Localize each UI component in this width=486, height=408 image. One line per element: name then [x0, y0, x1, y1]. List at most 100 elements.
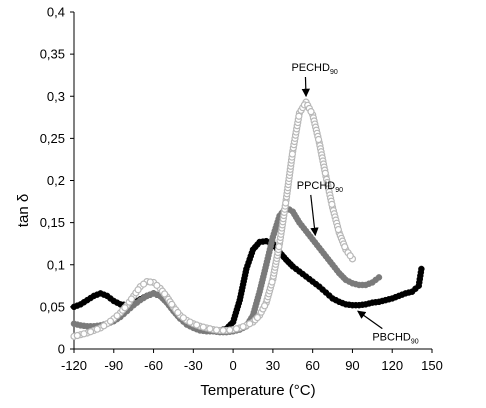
data-marker	[127, 295, 136, 303]
y-tick-label: 0,05	[40, 299, 65, 314]
data-marker	[93, 291, 101, 298]
data-marker	[161, 290, 169, 298]
x-tick-label: 150	[421, 358, 443, 373]
y-tick-label: 0,35	[40, 47, 65, 62]
data-marker	[87, 294, 94, 302]
annotation-arrow	[357, 310, 383, 330]
data-marker	[146, 291, 154, 298]
x-tick-label: 30	[266, 358, 280, 373]
y-tick-label: 0	[58, 342, 65, 357]
data-marker	[385, 296, 393, 303]
data-marker	[262, 264, 269, 271]
data-marker	[359, 281, 366, 289]
data-marker	[325, 292, 333, 299]
data-marker	[288, 150, 296, 158]
data-marker	[121, 304, 129, 312]
data-marker	[86, 328, 95, 336]
data-marker	[179, 314, 187, 322]
data-marker	[372, 276, 379, 284]
data-marker	[226, 326, 234, 334]
data-marker	[134, 286, 142, 294]
data-marker	[280, 253, 288, 261]
data-marker	[405, 289, 413, 296]
data-marker	[146, 278, 154, 286]
data-marker	[333, 267, 341, 274]
data-marker	[133, 299, 141, 306]
annotation-label: PECHD90	[291, 62, 337, 76]
data-marker	[113, 299, 121, 306]
data-marker	[345, 278, 353, 285]
data-marker	[74, 321, 81, 328]
data-marker	[232, 325, 241, 333]
annotation-arrow	[301, 76, 311, 98]
data-marker	[365, 280, 373, 287]
x-tick-label: 120	[381, 358, 403, 373]
data-marker	[392, 293, 399, 301]
data-marker	[372, 298, 379, 306]
x-tick-label: -90	[104, 358, 123, 373]
data-marker	[320, 250, 327, 257]
data-marker	[299, 270, 306, 278]
data-marker	[174, 308, 182, 317]
data-marker	[186, 318, 194, 326]
data-marker	[339, 299, 346, 307]
annotation-label: PPCHD90	[297, 180, 343, 194]
data-marker	[294, 216, 301, 224]
data-marker	[100, 322, 108, 330]
data-marker	[379, 297, 386, 305]
data-marker	[80, 298, 88, 306]
x-tick-label: 0	[229, 358, 236, 373]
data-marker	[140, 294, 147, 302]
data-marker	[74, 302, 81, 309]
data-marker	[246, 320, 254, 328]
data-marker	[248, 249, 256, 257]
data-marker	[287, 260, 294, 268]
y-tick-label: 0,4	[47, 5, 65, 20]
data-marker	[398, 291, 406, 298]
x-axis-ticks: -120 -90 -60 -30 0 30 60 90 120 150	[61, 349, 443, 373]
data-marker	[100, 291, 108, 298]
data-marker	[80, 330, 88, 338]
data-marker	[212, 326, 221, 334]
data-marker	[239, 323, 247, 331]
data-marker	[328, 200, 336, 208]
data-marker	[153, 281, 161, 289]
data-marker	[417, 269, 425, 276]
data-marker	[312, 280, 320, 288]
data-marker	[113, 312, 121, 320]
data-marker	[332, 296, 340, 304]
data-marker	[259, 238, 267, 245]
data-marker	[321, 169, 329, 177]
y-tick-label: 0,3	[47, 89, 65, 104]
data-marker	[307, 233, 314, 240]
data-marker	[219, 326, 227, 335]
data-marker	[314, 135, 323, 144]
data-marker	[106, 317, 115, 325]
x-tick-label: 60	[305, 358, 319, 373]
data-marker	[140, 280, 148, 288]
data-marker	[153, 291, 161, 298]
x-tick-label: 90	[345, 358, 359, 373]
data-marker	[73, 331, 81, 340]
data-marker	[334, 225, 342, 234]
data-marker	[300, 224, 308, 232]
data-marker	[313, 241, 321, 249]
data-marker	[352, 301, 360, 309]
y-tick-label: 0,15	[40, 215, 65, 230]
data-marker	[254, 241, 261, 248]
data-marker	[282, 199, 290, 207]
data-marker	[268, 236, 276, 244]
y-tick-label: 0,25	[40, 131, 65, 146]
data-marker	[261, 302, 269, 310]
annotations-layer: PECHD90 PPCHD90 PBCHD90	[291, 62, 418, 346]
data-marker	[107, 295, 114, 302]
y-tick-label: 0,2	[47, 173, 65, 188]
x-tick-label: -60	[144, 358, 163, 373]
data-marker	[235, 300, 243, 307]
data-marker	[341, 243, 349, 251]
data-marker	[206, 325, 214, 333]
data-marker	[319, 286, 326, 293]
series-PECHD90	[70, 98, 357, 340]
data-marker	[359, 301, 366, 309]
